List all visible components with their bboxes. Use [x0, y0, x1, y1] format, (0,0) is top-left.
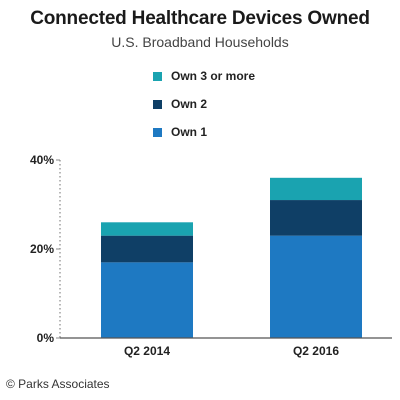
y-tick-label: 0% — [37, 331, 55, 345]
legend-swatch-own-3-or-more — [153, 71, 162, 81]
bar-segment — [270, 235, 362, 338]
legend-item-own-1: Own 1 — [153, 118, 255, 146]
y-tick-label: 40% — [30, 153, 54, 167]
legend-label-own-3-or-more: Own 3 or more — [171, 69, 256, 83]
bar-segment — [270, 200, 362, 236]
legend: Own 3 or more Own 2 Own 1 — [153, 62, 255, 146]
legend-item-own-3-or-more: Own 3 or more — [153, 62, 255, 90]
chart-title: Connected Healthcare Devices Owned — [30, 8, 370, 29]
legend-label-own-1: Own 1 — [171, 125, 208, 139]
bar-segment — [101, 235, 193, 263]
legend-item-own-2: Own 2 — [153, 90, 255, 118]
y-tick-label: 20% — [30, 242, 54, 256]
x-tick-label: Q2 2016 — [293, 344, 339, 358]
bar-segment — [101, 222, 193, 236]
source-credit: © Parks Associates — [6, 377, 110, 391]
legend-swatch-own-2 — [153, 99, 162, 109]
bar-segment — [270, 177, 362, 201]
legend-label-own-2: Own 2 — [171, 97, 208, 111]
bar-segment — [101, 262, 193, 338]
legend-swatch-own-1 — [153, 127, 162, 137]
x-tick-label: Q2 2014 — [124, 344, 170, 358]
chart-subtitle: U.S. Broadband Households — [111, 34, 289, 50]
